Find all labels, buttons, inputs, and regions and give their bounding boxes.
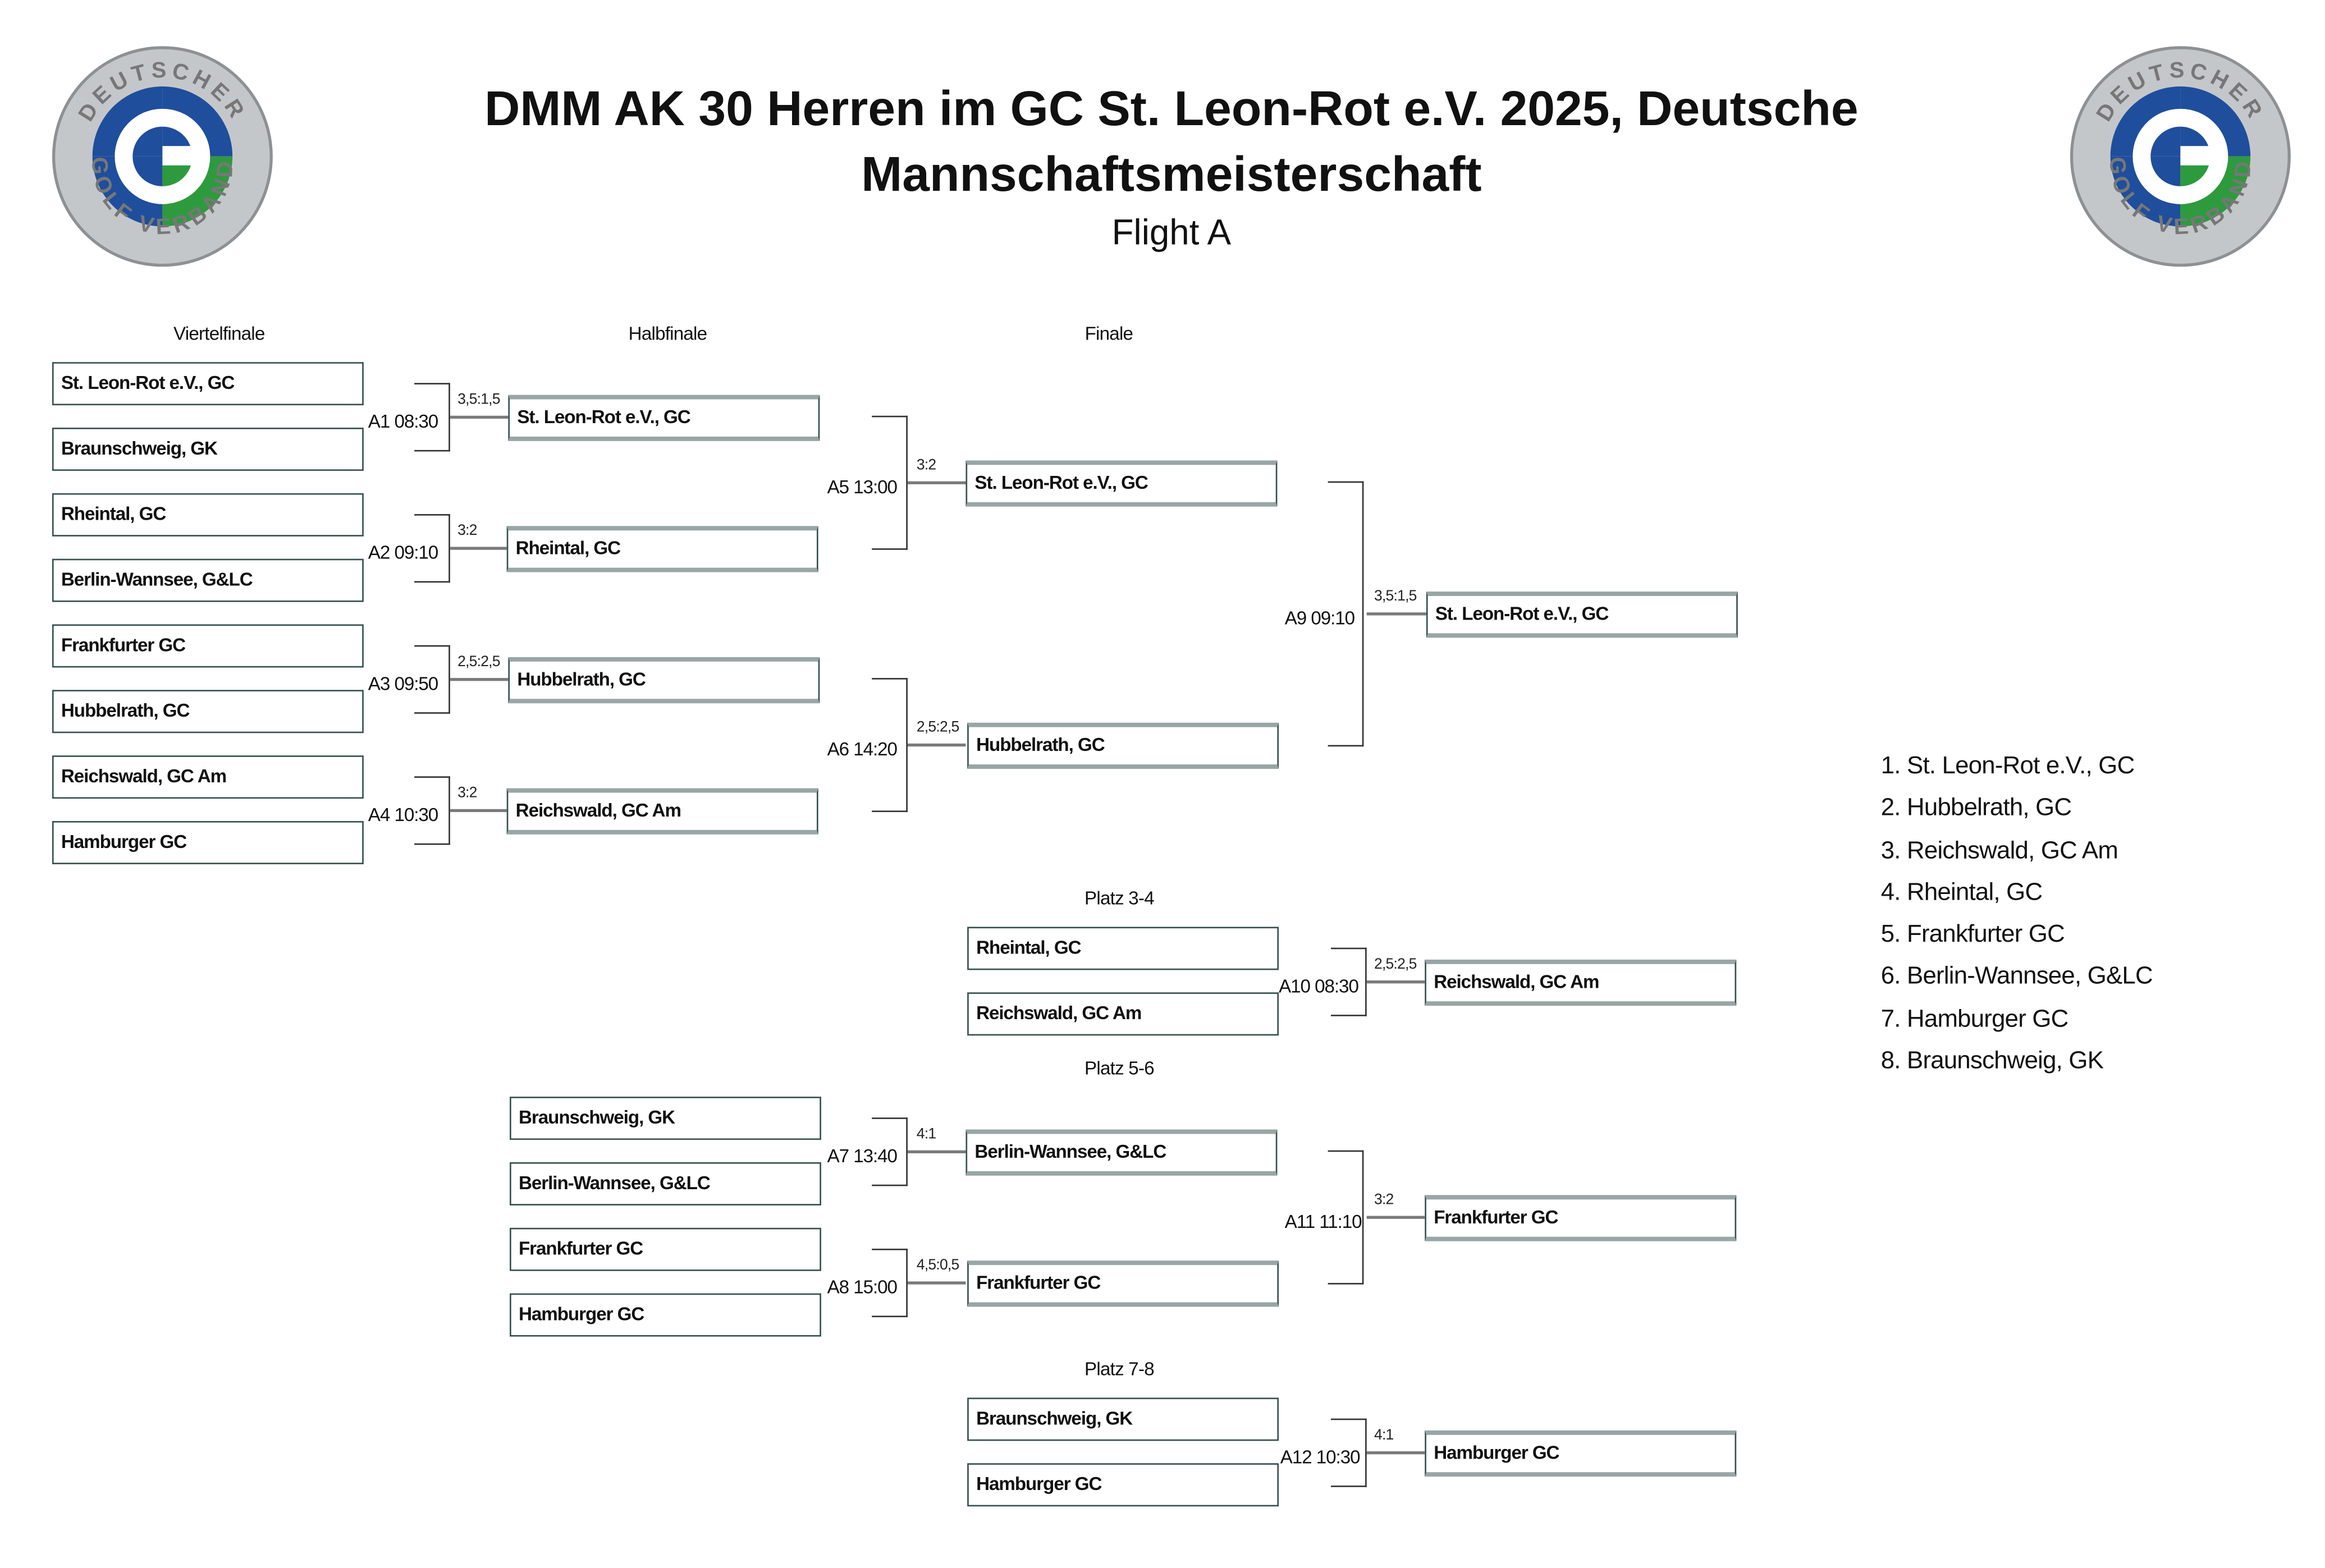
connector-line xyxy=(907,1281,966,1285)
match-label: A2 09:10 xyxy=(368,542,438,563)
match-score: 3,5:1,5 xyxy=(1374,588,1417,605)
bracket-line xyxy=(414,776,450,845)
match-label: A10 08:30 xyxy=(1279,976,1359,997)
connector-line xyxy=(450,415,509,419)
bracket-line xyxy=(414,514,450,583)
ranking-item: 5. Frankfurter GC xyxy=(1880,920,2065,948)
bracket-line xyxy=(1331,1418,1367,1487)
bracket-line xyxy=(872,1248,908,1318)
connector-line xyxy=(1366,1216,1425,1219)
team-box-place78: Hamburger GC xyxy=(967,1463,1279,1507)
bracket-line xyxy=(872,415,908,550)
team-box-place58: Braunschweig, GK xyxy=(510,1097,821,1140)
match-score: 2,5:2,5 xyxy=(457,654,500,671)
round-header-place34: Platz 3-4 xyxy=(1084,888,1155,909)
connector-line xyxy=(907,481,966,484)
match-label: A7 13:40 xyxy=(827,1145,898,1167)
match-label: A5 13:00 xyxy=(827,476,898,498)
connector-line xyxy=(450,547,509,550)
team-box-place58: Hamburger GC xyxy=(510,1293,821,1337)
match-label: A12 10:30 xyxy=(1280,1447,1361,1468)
team-box-place78: Braunschweig, GK xyxy=(967,1397,1279,1441)
team-box-final: Hubbelrath, GC xyxy=(967,722,1279,769)
page-title-line2: Mannschaftsmeisterschaft xyxy=(861,146,1482,201)
team-box-place58: Frankfurter GC xyxy=(510,1227,821,1271)
match-score: 4:1 xyxy=(916,1126,936,1143)
match-label: A9 09:10 xyxy=(1284,608,1355,629)
bracket-line xyxy=(1331,947,1367,1016)
ranking-item: 6. Berlin-Wannsee, G&LC xyxy=(1880,962,2153,989)
team-box-final: St. Leon-Rot e.V., GC xyxy=(965,460,1278,507)
ranking-item: 7. Hamburger GC xyxy=(1880,1006,2069,1033)
place56-winner-box: Frankfurter GC xyxy=(1425,1195,1737,1241)
round-header-quarterfinal: Viertelfinale xyxy=(173,323,265,345)
team-box-qf: Berlin-Wannsee, G&LC xyxy=(52,558,364,602)
ranking-item: 4. Rheintal, GC xyxy=(1880,879,2043,906)
ranking-item: 1. St. Leon-Rot e.V., GC xyxy=(1880,752,2135,780)
team-box-qf: Hamburger GC xyxy=(52,820,364,864)
ranking-item: 3. Reichswald, GC Am xyxy=(1880,837,2118,864)
connector-line xyxy=(907,743,966,747)
dgv-logo-left: DEUTSCHER GOLF VERBAND xyxy=(52,46,273,267)
match-score: 3:2 xyxy=(457,522,477,540)
round-header-place78: Platz 7-8 xyxy=(1084,1359,1155,1380)
team-box-place34: Rheintal, GC xyxy=(967,927,1279,970)
champion-box: St. Leon-Rot e.V., GC xyxy=(1426,592,1738,638)
round-header-place56: Platz 5-6 xyxy=(1084,1058,1155,1079)
dgv-logo-right: DEUTSCHER GOLF VERBAND xyxy=(2070,46,2291,267)
place78-winner-box: Hamburger GC xyxy=(1425,1430,1737,1477)
connector-line xyxy=(450,678,509,681)
team-box-place56: Frankfurter GC xyxy=(967,1260,1279,1307)
match-score: 3:2 xyxy=(457,785,477,802)
connector-line xyxy=(1366,980,1425,984)
match-score: 2,5:2,5 xyxy=(916,719,959,736)
team-box-sf: Rheintal, GC xyxy=(506,526,818,572)
match-score: 4:1 xyxy=(1374,1427,1394,1444)
team-box-qf: Reichswald, GC Am xyxy=(52,755,364,799)
match-score: 3:2 xyxy=(916,457,936,474)
connector-line xyxy=(450,809,509,813)
bracket-line xyxy=(1328,481,1364,747)
team-box-qf: Braunschweig, GK xyxy=(52,428,364,471)
match-label: A6 14:20 xyxy=(827,739,898,760)
page-title-line1: DMM AK 30 Herren im GC St. Leon-Rot e.V.… xyxy=(484,80,1859,136)
bracket-line xyxy=(872,678,908,813)
team-box-sf: Reichswald, GC Am xyxy=(506,788,818,835)
match-label: A11 11:10 xyxy=(1284,1211,1362,1232)
ranking-item: 2. Hubbelrath, GC xyxy=(1880,794,2072,821)
team-box-sf: Hubbelrath, GC xyxy=(508,657,820,704)
match-label: A3 09:50 xyxy=(368,673,438,695)
flight-subtitle: Flight A xyxy=(1111,213,1232,254)
team-box-sf: St. Leon-Rot e.V., GC xyxy=(508,395,820,441)
match-label: A4 10:30 xyxy=(368,804,438,826)
bracket-line xyxy=(1328,1150,1364,1285)
team-box-qf: Rheintal, GC xyxy=(52,493,364,537)
match-score: 4,5:0,5 xyxy=(916,1257,959,1274)
match-score: 3,5:1,5 xyxy=(457,392,500,409)
ranking-item: 8. Braunschweig, GK xyxy=(1880,1047,2104,1075)
place34-winner-box: Reichswald, GC Am xyxy=(1425,959,1737,1006)
team-box-qf: Frankfurter GC xyxy=(52,624,364,668)
match-label: A1 08:30 xyxy=(368,411,438,432)
connector-line xyxy=(1366,1451,1425,1455)
bracket-line xyxy=(414,383,450,452)
match-score: 3:2 xyxy=(1374,1192,1394,1209)
round-header-final: Finale xyxy=(1084,323,1133,345)
team-box-place56: Berlin-Wannsee, G&LC xyxy=(965,1129,1278,1176)
team-box-place58: Berlin-Wannsee, G&LC xyxy=(510,1162,821,1205)
team-box-place34: Reichswald, GC Am xyxy=(967,992,1279,1036)
match-score: 2,5:2,5 xyxy=(1374,956,1417,973)
connector-line xyxy=(1366,612,1426,616)
bracket-line xyxy=(872,1117,908,1186)
team-box-qf: Hubbelrath, GC xyxy=(52,690,364,733)
bracket-line xyxy=(414,645,450,714)
round-header-semifinal: Halbfinale xyxy=(628,323,707,345)
match-label: A8 15:00 xyxy=(827,1277,898,1298)
connector-line xyxy=(907,1150,966,1154)
team-box-qf: St. Leon-Rot e.V., GC xyxy=(52,362,364,406)
